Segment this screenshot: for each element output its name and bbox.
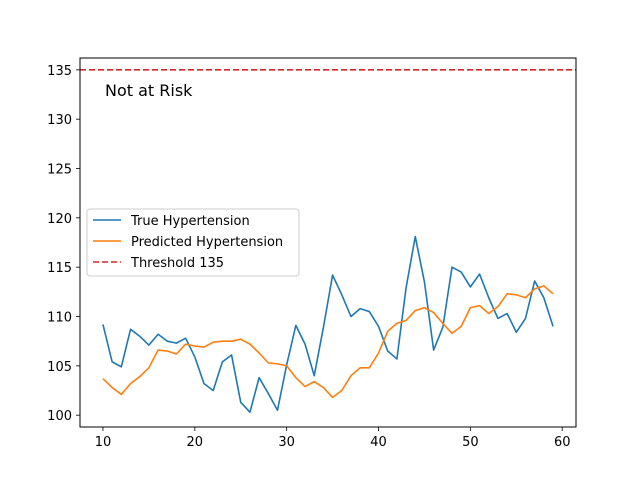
- y-tick-label: 110: [47, 310, 72, 325]
- x-axis: 10 20 30 40 50 60: [95, 427, 571, 450]
- x-tick-label: 10: [95, 435, 112, 450]
- series-layer: [102, 235, 554, 414]
- series-line-0: [102, 235, 554, 414]
- legend: True Hypertension Predicted Hypertension…: [86, 208, 300, 277]
- y-tick-label: 105: [47, 360, 72, 375]
- x-tick-label: 30: [278, 435, 295, 450]
- legend-label-true: True Hypertension: [130, 214, 250, 229]
- y-tick-label: 130: [47, 113, 72, 128]
- annotation-not-at-risk: Not at Risk: [105, 81, 193, 100]
- y-tick-label: 125: [47, 163, 72, 178]
- y-tick-label: 135: [47, 64, 72, 79]
- series-line-1: [102, 285, 554, 399]
- y-tick-label: 100: [47, 409, 72, 424]
- x-tick-label: 60: [554, 435, 571, 450]
- plot-frame: [79, 57, 577, 428]
- y-tick-label: 120: [47, 212, 72, 227]
- y-axis: 100 105 110 115 120 125 130 135: [47, 64, 80, 424]
- y-tick-label: 115: [47, 261, 72, 276]
- legend-label-threshold: Threshold 135: [130, 256, 224, 271]
- legend-label-predicted: Predicted Hypertension: [131, 235, 283, 250]
- x-tick-label: 20: [187, 435, 204, 450]
- x-tick-label: 40: [370, 435, 387, 450]
- x-tick-label: 50: [462, 435, 479, 450]
- legend-box: [86, 208, 300, 277]
